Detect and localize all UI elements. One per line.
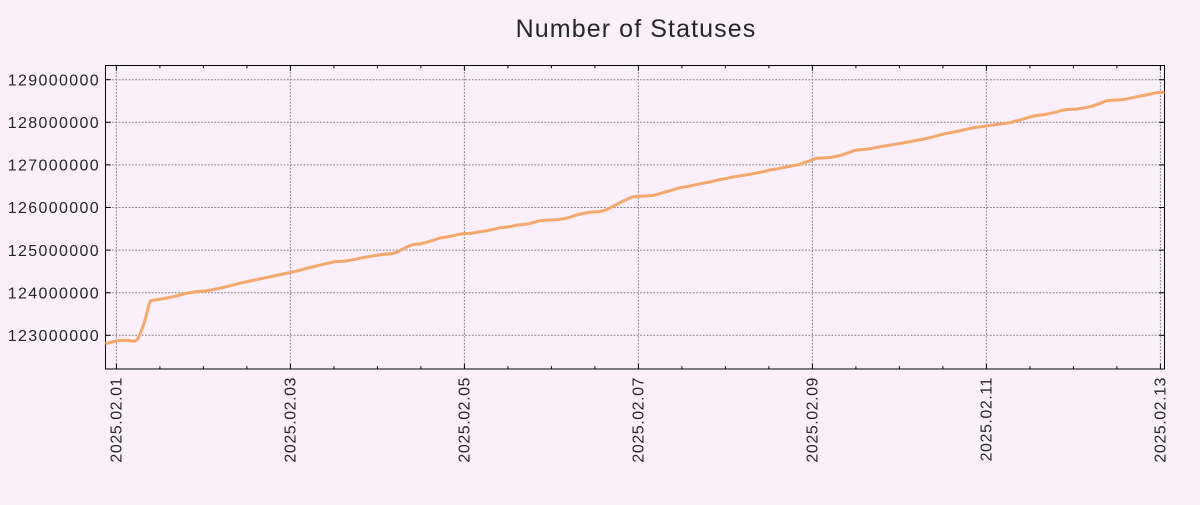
svg-text:128000000: 128000000 <box>8 115 100 132</box>
svg-text:2025.02.05: 2025.02.05 <box>456 377 473 463</box>
svg-text:2025.02.07: 2025.02.07 <box>630 377 647 463</box>
svg-text:2025.02.01: 2025.02.01 <box>108 377 125 463</box>
svg-text:2025.02.13: 2025.02.13 <box>1152 377 1169 463</box>
svg-text:123000000: 123000000 <box>8 328 100 345</box>
svg-text:127000000: 127000000 <box>8 158 100 175</box>
svg-text:2025.02.03: 2025.02.03 <box>282 377 299 463</box>
svg-text:2025.02.11: 2025.02.11 <box>978 377 995 461</box>
svg-text:124000000: 124000000 <box>8 285 100 302</box>
svg-text:2025.02.09: 2025.02.09 <box>804 377 821 463</box>
svg-text:125000000: 125000000 <box>8 243 100 260</box>
svg-text:129000000: 129000000 <box>8 72 100 89</box>
svg-text:Number of Statuses: Number of Statuses <box>516 15 757 43</box>
svg-text:126000000: 126000000 <box>8 200 100 217</box>
